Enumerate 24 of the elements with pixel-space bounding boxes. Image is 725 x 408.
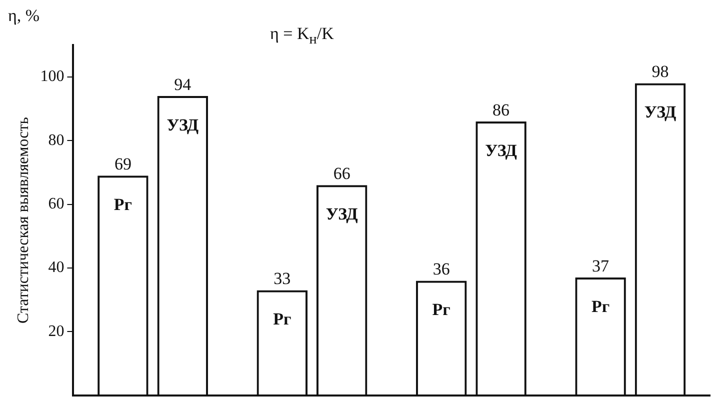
data-label: 66 [333, 164, 350, 184]
text: Рг [273, 310, 292, 329]
series-label: Рг [114, 194, 132, 214]
data-label: 94 [174, 74, 192, 94]
y-tick-label: 40 [48, 259, 64, 276]
annotation: η = K$_{н}$/K [270, 24, 334, 48]
data-label: 33 [274, 269, 291, 288]
data-label: 98 [652, 62, 669, 82]
y-tick-label: 60 [48, 195, 64, 212]
y-axis-title: Статистическая выявляемость [14, 116, 32, 324]
series-label: УЗД [326, 204, 358, 224]
y-tick-label: 100 [40, 68, 64, 86]
text: УЗД [485, 140, 517, 160]
text: η, % [8, 6, 40, 26]
text: Рг [432, 300, 450, 320]
text: УЗД [644, 102, 676, 122]
text: Рг [591, 296, 610, 316]
data-label: 86 [492, 100, 510, 120]
data-label: 37 [592, 256, 610, 276]
data-label: 36 [432, 260, 450, 279]
text: УЗД [166, 115, 199, 134]
data-label: 69 [114, 154, 132, 174]
y-tick-label: 20 [48, 322, 64, 340]
y-tick-label: 80 [48, 132, 64, 149]
